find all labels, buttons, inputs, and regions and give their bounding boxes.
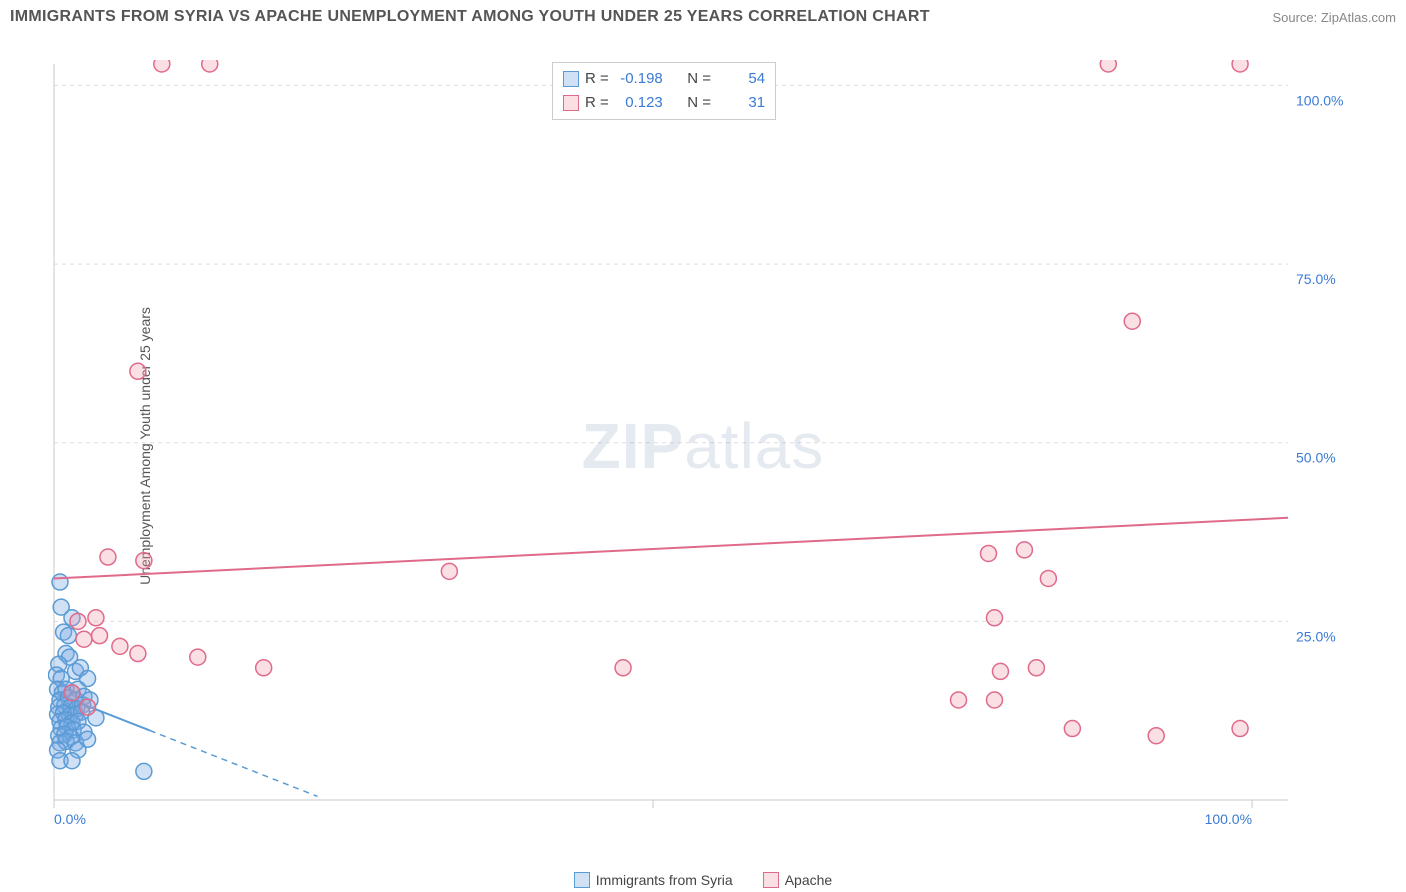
N-label: N = <box>687 91 711 115</box>
N-label: N = <box>687 67 711 91</box>
N-value: 31 <box>717 91 765 115</box>
svg-text:0.0%: 0.0% <box>54 811 86 827</box>
title-bar: IMMIGRANTS FROM SYRIA VS APACHE UNEMPLOY… <box>10 8 1396 26</box>
legend-label: Apache <box>785 872 832 888</box>
source-label: Source: <box>1272 10 1320 25</box>
correlation-stats-box: R =-0.198 N =54 R =0.123 N =31 <box>552 62 776 120</box>
plot-area: 25.0% 50.0% 75.0% 100.0% 0.0% 100.0% <box>48 60 1358 830</box>
series-legend: Immigrants from Syria Apache <box>48 872 1358 888</box>
scatter-chart: 25.0% 50.0% 75.0% 100.0% 0.0% 100.0% <box>48 60 1358 830</box>
chart-title: IMMIGRANTS FROM SYRIA VS APACHE UNEMPLOY… <box>10 8 930 26</box>
source-name: ZipAtlas.com <box>1321 10 1396 25</box>
svg-text:50.0%: 50.0% <box>1296 450 1336 466</box>
legend-swatch <box>763 872 779 888</box>
N-value: 54 <box>717 67 765 91</box>
stats-row: R =0.123 N =31 <box>563 91 765 115</box>
R-value: 0.123 <box>615 91 663 115</box>
legend-item: Apache <box>763 872 832 888</box>
series-swatch <box>563 71 579 87</box>
source-credit: Source: ZipAtlas.com <box>1272 10 1396 25</box>
svg-text:100.0%: 100.0% <box>1205 811 1252 827</box>
legend-label: Immigrants from Syria <box>596 872 733 888</box>
series-swatch <box>563 95 579 111</box>
legend-item: Immigrants from Syria <box>574 872 733 888</box>
R-value: -0.198 <box>615 67 663 91</box>
svg-text:75.0%: 75.0% <box>1296 271 1336 287</box>
legend-swatch <box>574 872 590 888</box>
svg-text:100.0%: 100.0% <box>1296 92 1343 108</box>
R-label: R = <box>585 67 609 91</box>
svg-text:25.0%: 25.0% <box>1296 628 1336 644</box>
stats-row: R =-0.198 N =54 <box>563 67 765 91</box>
R-label: R = <box>585 91 609 115</box>
